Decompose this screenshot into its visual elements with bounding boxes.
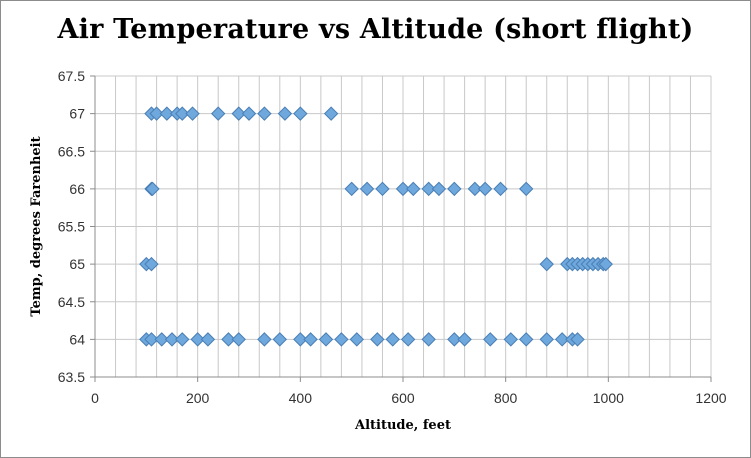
data-point (164, 332, 180, 347)
y-tick-label: 65 (69, 256, 85, 272)
data-point (375, 181, 390, 197)
data-point (400, 332, 416, 347)
data-point (318, 332, 334, 347)
data-point (257, 332, 272, 347)
data-point (457, 332, 472, 347)
data-point (503, 332, 519, 347)
x-tick-label: 1000 (593, 390, 624, 406)
y-tick-label: 67.5 (58, 68, 85, 84)
data-point (144, 332, 159, 347)
y-tick-label: 64 (69, 331, 85, 347)
y-tick-label: 67 (69, 106, 85, 122)
data-point (359, 181, 375, 197)
y-tick-label: 66.5 (58, 143, 85, 159)
data-point (221, 332, 236, 347)
data-point (477, 181, 493, 197)
data-point (385, 332, 400, 347)
data-point (293, 332, 308, 347)
y-tick-label: 65.5 (58, 219, 85, 235)
data-point (467, 181, 483, 197)
y-tick-label: 64.5 (58, 294, 85, 310)
data-point (447, 181, 462, 197)
data-point (241, 106, 257, 121)
x-tick-label: 0 (91, 390, 99, 406)
data-point (483, 332, 498, 347)
x-tick-label: 600 (391, 390, 415, 406)
chart-title: Air Temperature vs Altitude (short fligh… (57, 14, 694, 45)
data-point (370, 332, 385, 347)
x-tick-label: 1200 (695, 390, 726, 406)
data-point (323, 106, 339, 121)
data-point (200, 332, 216, 347)
data-point (518, 332, 534, 347)
data-point (159, 106, 175, 121)
data-point (598, 256, 613, 272)
x-tick-label: 200 (186, 390, 210, 406)
data-point (349, 332, 365, 347)
data-point (539, 256, 554, 272)
x-tick-label: 400 (289, 390, 313, 406)
data-point (144, 256, 159, 272)
data-point (231, 106, 246, 121)
data-point (175, 106, 190, 121)
data-point (421, 332, 436, 347)
data-point (406, 181, 421, 197)
data-point (334, 332, 349, 347)
data-point (431, 181, 447, 197)
axes (90, 75, 712, 382)
data-point (539, 332, 554, 347)
tick-labels: 63.5 64 64.5 65 65.5 66 66.5 67 67.5 0 200 400 600 80… (58, 68, 727, 406)
data-point (395, 181, 411, 197)
data-point (231, 332, 246, 347)
data-point (303, 332, 318, 347)
data-points (139, 106, 613, 347)
data-point (421, 181, 436, 197)
x-axis-label: Altitude, feet (354, 418, 451, 433)
data-point (447, 332, 462, 347)
data-point (272, 332, 288, 347)
data-point (190, 332, 205, 347)
data-point (344, 181, 359, 197)
data-point (570, 332, 585, 347)
data-point (154, 332, 169, 347)
data-point (518, 181, 534, 197)
data-point (493, 181, 508, 197)
data-point (257, 106, 272, 121)
data-point (175, 332, 190, 347)
y-tick-label: 63.5 (58, 369, 85, 385)
data-point (145, 181, 160, 197)
x-tick-label: 800 (494, 390, 518, 406)
y-tick-label: 66 (69, 181, 85, 197)
data-point (149, 106, 164, 121)
data-point (277, 106, 293, 121)
data-point (554, 332, 570, 347)
data-point (293, 106, 308, 121)
y-axis-label: Temp, degrees Farenheit (29, 136, 44, 316)
data-point (210, 106, 226, 121)
grid-lines (94, 75, 712, 378)
data-point (185, 106, 200, 121)
